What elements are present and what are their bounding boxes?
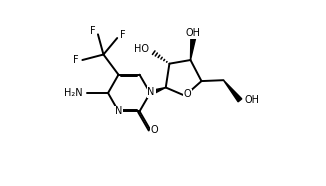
- Polygon shape: [190, 38, 196, 60]
- Text: HO: HO: [134, 44, 149, 54]
- Polygon shape: [223, 80, 242, 102]
- Text: OH: OH: [244, 95, 259, 105]
- Text: F: F: [120, 30, 126, 40]
- Text: OH: OH: [186, 28, 201, 38]
- Text: N: N: [115, 106, 122, 116]
- Text: H₂N: H₂N: [64, 88, 83, 98]
- Text: N: N: [147, 87, 155, 97]
- Polygon shape: [149, 87, 166, 95]
- Text: O: O: [150, 125, 158, 135]
- Text: F: F: [73, 55, 79, 65]
- Text: F: F: [90, 26, 96, 36]
- Text: O: O: [183, 89, 191, 99]
